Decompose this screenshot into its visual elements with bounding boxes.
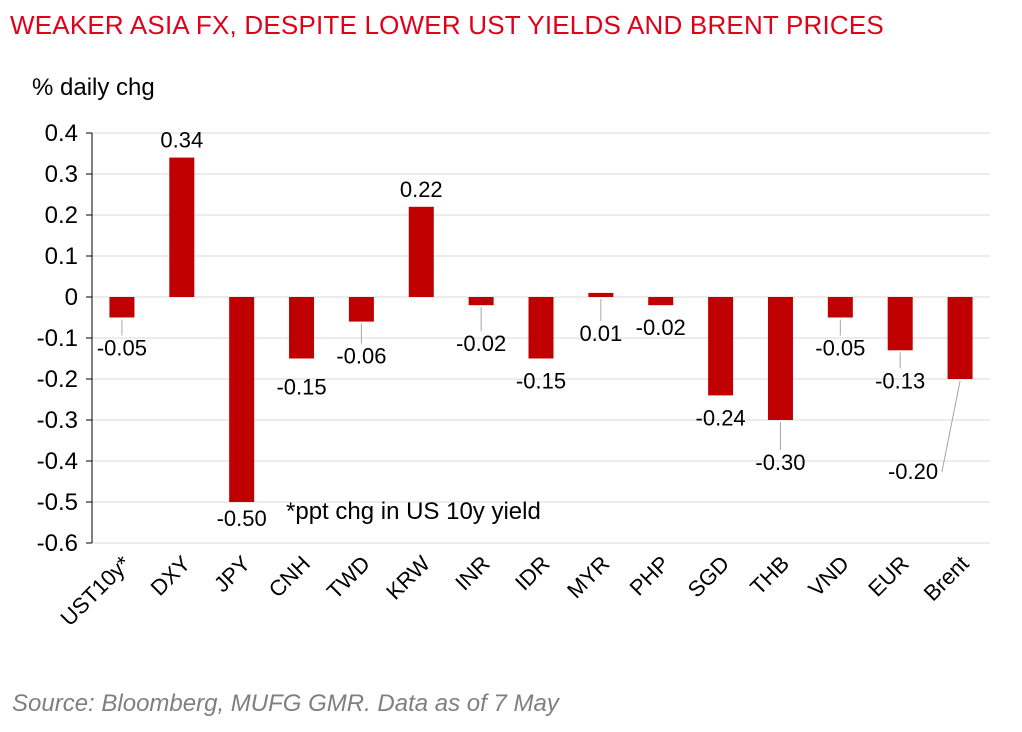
bar-twd (348, 297, 374, 322)
bar-krw (408, 206, 434, 297)
bar-dxy (169, 157, 195, 297)
chart-title: WEAKER ASIA FX, DESPITE LOWER UST YIELDS… (10, 10, 884, 40)
data-label: 0.34 (160, 128, 203, 153)
y-tick-label: 0.4 (45, 120, 78, 147)
data-labels: -0.05 0.34 -0.50 -0.15 -0.06 0.22 -0.02 -0.15 0.… (97, 128, 938, 531)
bar-jpy (229, 297, 255, 502)
data-label: -0.50 (217, 506, 267, 531)
y-tick-label: -0.3 (37, 407, 78, 434)
y-tick-label: 0 (65, 284, 78, 311)
bar-chart: 0.4 0.3 0.2 0.1 0 -0.1 -0.2 -0.3 -0.4 -0.5 -0.6 -0… (32, 74, 990, 631)
bar-brent (947, 297, 973, 379)
y-axis-ticks: 0.4 0.3 0.2 0.1 0 -0.1 -0.2 -0.3 -0.4 -0.5 -0.6 (37, 120, 93, 557)
data-label: 0.22 (400, 177, 443, 202)
data-label: -0.05 (815, 336, 865, 361)
y-tick-label: -0.2 (37, 366, 78, 393)
bar-idr (528, 297, 554, 359)
data-label: -0.15 (276, 375, 326, 400)
label-leader-lines (121, 299, 961, 472)
data-label: -0.13 (875, 368, 925, 393)
data-label: -0.02 (636, 315, 686, 340)
source-note: Source: Bloomberg, MUFG GMR. Data as of … (12, 690, 559, 717)
data-label: -0.05 (97, 336, 147, 361)
x-tick-label: PHP (625, 551, 675, 601)
bar-myr (588, 292, 614, 297)
bar-cnh (289, 297, 315, 359)
bar-eur (887, 297, 913, 351)
x-tick-label: IDR (510, 551, 554, 595)
bars (109, 157, 973, 502)
x-tick-label: THB (745, 551, 794, 600)
x-tick-label: UST10y* (56, 551, 136, 631)
x-tick-label: EUR (863, 551, 914, 602)
x-tick-label: SGD (683, 551, 734, 602)
y-tick-label: -0.1 (37, 325, 78, 352)
y-tick-label: -0.5 (37, 489, 78, 516)
x-tick-label: Brent (919, 551, 974, 606)
y-tick-label: 0.1 (45, 243, 78, 270)
y-tick-label: -0.4 (37, 448, 78, 475)
data-label: -0.30 (755, 450, 805, 475)
data-label: 0.01 (579, 321, 622, 346)
x-tick-label: VND (803, 551, 854, 602)
data-label: -0.20 (888, 459, 938, 484)
y-tick-label: -0.6 (37, 530, 78, 557)
bar-thb (767, 297, 793, 420)
leader-line (941, 380, 961, 472)
x-axis-labels: UST10y* DXY JPY CNH TWD KRW INR IDR MYR PHP SGD THB… (56, 551, 974, 631)
chart-annotation: *ppt chg in US 10y yield (286, 498, 541, 525)
bar-php (648, 297, 674, 306)
bar-sgd (708, 297, 734, 396)
x-tick-label: DXY (146, 551, 196, 601)
data-label: -0.24 (696, 405, 746, 430)
x-tick-label: MYR (562, 551, 614, 603)
bar-ust10y (109, 297, 135, 318)
x-tick-label: TWD (322, 551, 375, 604)
y-tick-label: 0.2 (45, 202, 78, 229)
x-tick-label: CNH (264, 551, 315, 602)
x-tick-label: JPY (209, 551, 255, 597)
x-tick-label: INR (450, 551, 494, 595)
data-label: -0.02 (456, 331, 506, 356)
x-tick-label: KRW (381, 551, 435, 605)
y-tick-label: 0.3 (45, 161, 78, 188)
data-label: -0.15 (516, 369, 566, 394)
y-axis-label: % daily chg (32, 74, 155, 101)
bar-inr (468, 297, 494, 306)
data-label: -0.06 (336, 344, 386, 369)
bar-vnd (827, 297, 853, 318)
